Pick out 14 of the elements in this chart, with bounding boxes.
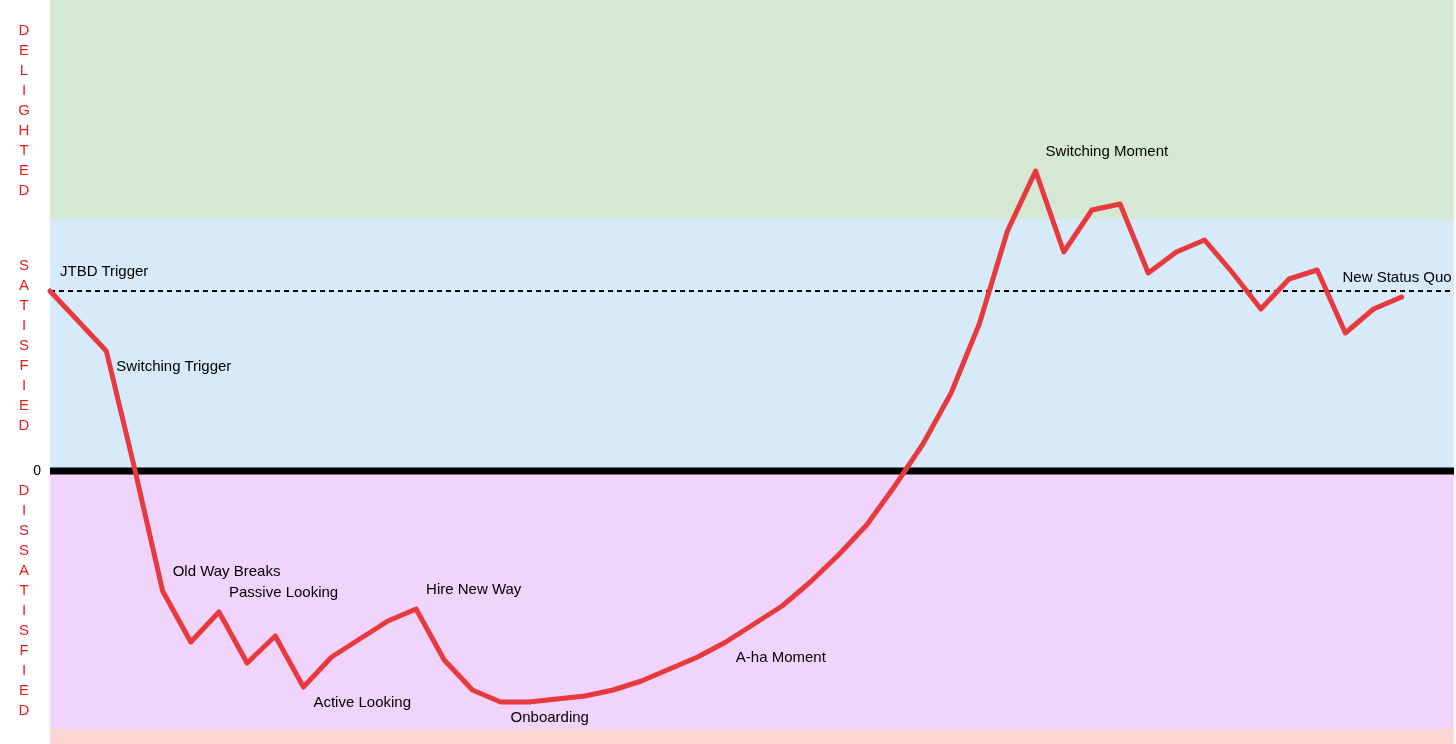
text: SATISFIED (18, 256, 30, 433)
text: Onboarding (510, 708, 589, 725)
annotation: Passive Looking (228, 583, 339, 600)
text: DELIGHTED (18, 20, 30, 198)
text: Switching Moment (1045, 142, 1169, 159)
annotation: Active Looking (313, 693, 411, 710)
annotation: A-ha Moment (735, 648, 827, 665)
annotation: Old Way Breaks (172, 562, 281, 579)
ref-line-label: 0 (33, 462, 42, 478)
annotation: New Status Quo (1342, 268, 1452, 285)
annotation: Switching Trigger (116, 357, 232, 374)
annotation: JTBD Trigger (60, 262, 149, 279)
text: DISSATISFIED (18, 481, 30, 718)
annotation: Hire New Way (426, 580, 522, 597)
